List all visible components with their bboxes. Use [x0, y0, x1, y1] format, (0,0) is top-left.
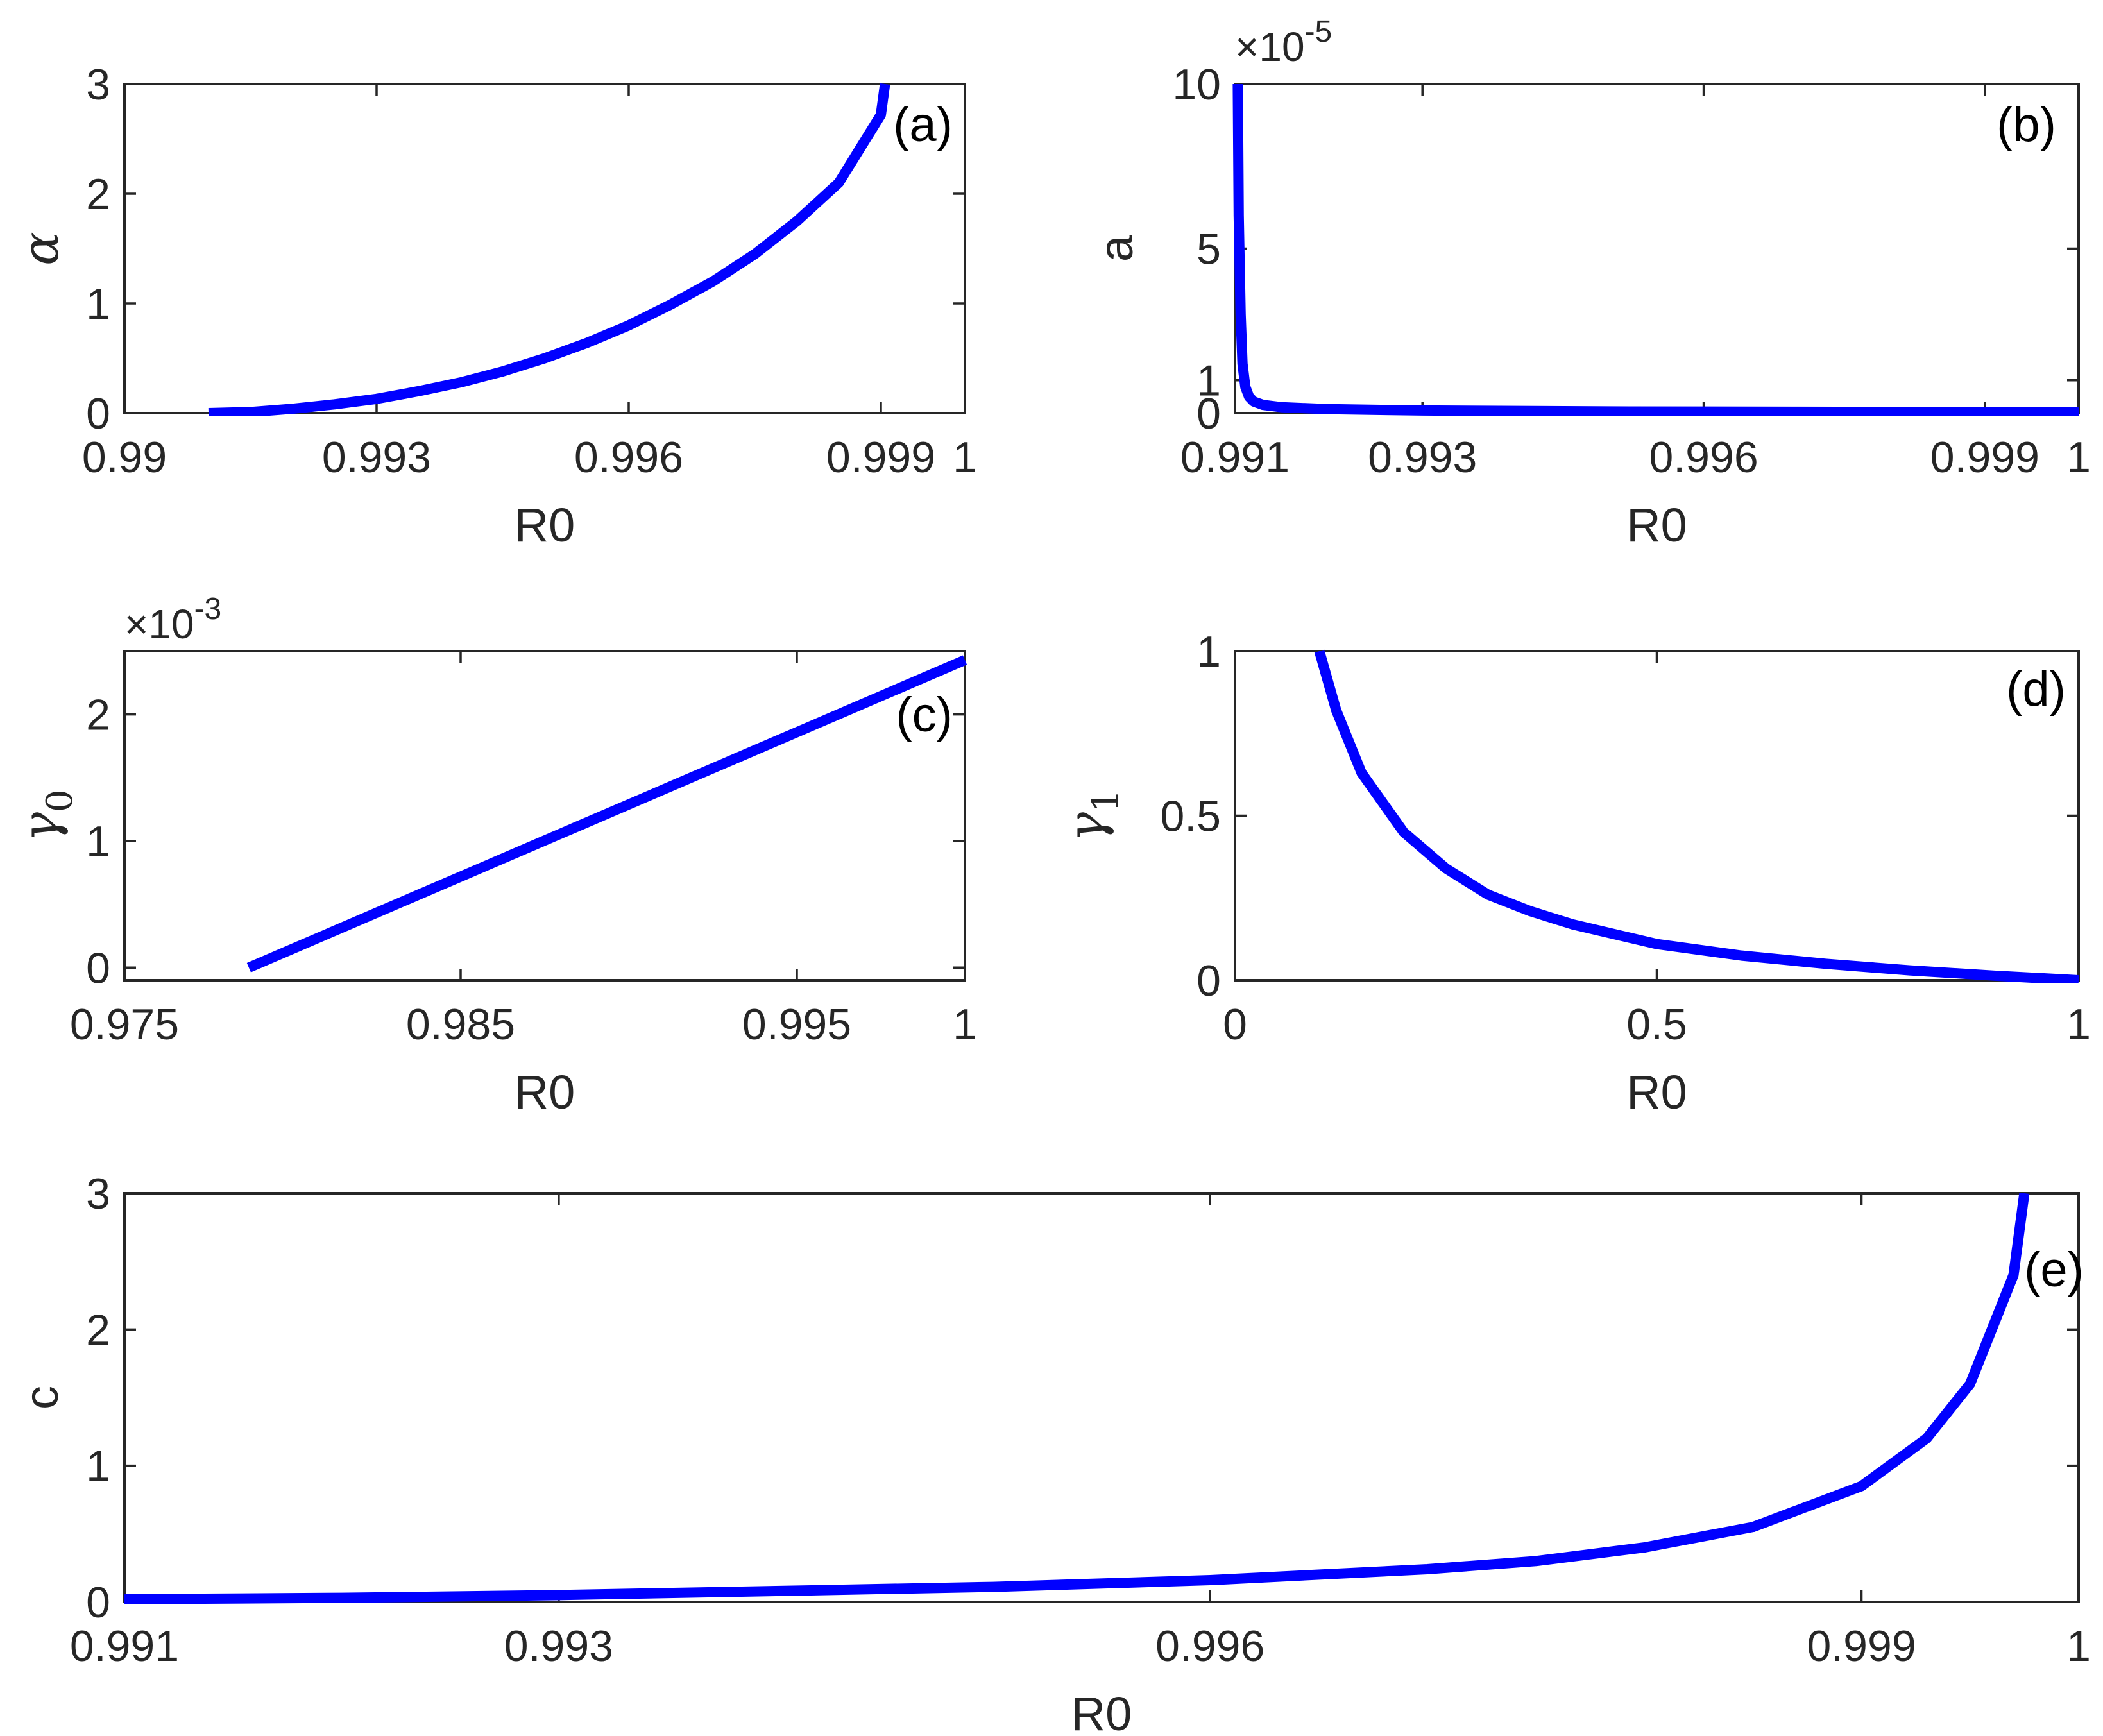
- panel-tag: (a): [893, 98, 953, 152]
- x-axis-label: R0: [515, 498, 575, 552]
- y-tick-label: 0: [86, 1578, 110, 1627]
- y-tick-label: 3: [86, 1170, 110, 1218]
- y-axis-label: a: [1089, 235, 1143, 262]
- x-tick-label: 0.993: [1368, 433, 1477, 482]
- x-tick-label: 1: [953, 433, 977, 482]
- x-tick-label: 0.991: [1180, 433, 1290, 482]
- exponent-base: ×10: [124, 601, 194, 647]
- series-line: [124, 1192, 2030, 1604]
- panel-tag: (c): [896, 688, 953, 742]
- x-tick-label: 0.99: [82, 433, 167, 482]
- x-axis-label: R0: [1626, 498, 1687, 552]
- exponent-power: -5: [1305, 15, 1332, 49]
- x-axis-label: R0: [1071, 1687, 1132, 1736]
- series-line: [1314, 649, 2079, 983]
- x-tick-label: 0.999: [1807, 1622, 1916, 1671]
- exponent-power: -3: [194, 592, 222, 626]
- x-tick-label: 0: [1223, 1000, 1247, 1049]
- y-tick-label: 1: [86, 280, 110, 328]
- x-tick-label: 0.995: [742, 1000, 851, 1049]
- y-axis-label-main: γ: [1058, 812, 1116, 842]
- x-tick-label: 1: [2066, 1622, 2091, 1671]
- panel-a: 0.99 0.993 0.996 0.999 1 0 1 2 3 R0 α (a): [12, 60, 977, 552]
- axes-box: [123, 83, 966, 414]
- x-axis-label: R0: [1626, 1066, 1687, 1119]
- x-tick-label: 1: [2066, 1000, 2091, 1049]
- y-tick-label: 1: [1196, 627, 1221, 676]
- y-tick-label: 1: [86, 1442, 110, 1491]
- y-tick-label: 3: [86, 60, 110, 109]
- x-tick-label: 0.993: [322, 433, 431, 482]
- y-axis-label-main: α: [12, 232, 70, 266]
- y-tick-label: 0: [86, 389, 110, 438]
- y-axis-label-subscript: 0: [39, 789, 81, 812]
- x-tick-label: 1: [2066, 433, 2091, 482]
- x-tick-label: 0.999: [1930, 433, 2039, 482]
- panel-e: 0.991 0.993 0.996 0.999 1 0 1 2 3 R0 c (e): [15, 1170, 2091, 1736]
- x-tick-label: 0.993: [504, 1622, 613, 1671]
- x-tick-label: 0.999: [826, 433, 935, 482]
- y-tick-label: 1: [1196, 357, 1221, 405]
- y-tick-label: 1: [86, 817, 110, 866]
- y-axis-label: γ0: [12, 789, 81, 842]
- y-tick-label: 0.5: [1160, 792, 1221, 841]
- x-tick-label: 0.985: [406, 1000, 515, 1049]
- y-tick-label: 10: [1172, 60, 1221, 109]
- panel-tag: (b): [1997, 98, 2056, 152]
- panel-tag: (e): [2024, 1243, 2084, 1297]
- y-axis-label-main: a: [1089, 235, 1143, 262]
- y-axis-label: c: [15, 1386, 68, 1409]
- x-tick-label: 1: [953, 1000, 977, 1049]
- y-axis-label: α: [12, 232, 70, 266]
- x-tick-label: 0.996: [574, 433, 683, 482]
- axes-box: [1234, 650, 2080, 982]
- panel-tag: (d): [2006, 662, 2066, 717]
- x-tick-label: 0.996: [1649, 433, 1758, 482]
- exponent-base: ×10: [1235, 24, 1305, 70]
- y-tick-label: 2: [86, 170, 110, 219]
- x-tick-label: 0.996: [1155, 1622, 1264, 1671]
- y-axis-label: γ1: [1058, 789, 1127, 842]
- x-axis-label: R0: [515, 1066, 575, 1119]
- y-tick-label: 5: [1196, 225, 1221, 274]
- y-tick-label: 2: [86, 691, 110, 740]
- x-tick-label: 0.5: [1626, 1000, 1687, 1049]
- series-line: [1232, 83, 2079, 416]
- y-tick-label: 0: [1196, 957, 1221, 1005]
- series-line: [208, 83, 890, 416]
- y-tick-label: 0: [1196, 389, 1221, 438]
- axes-box: [123, 650, 966, 982]
- y-axis-label-main: γ: [12, 812, 70, 842]
- x-tick-label: 0.975: [70, 1000, 179, 1049]
- axis-exponent-label: ×10-5: [1235, 15, 1332, 70]
- y-tick-label: 2: [86, 1306, 110, 1354]
- axis-exponent-label: ×10-3: [124, 592, 221, 647]
- y-axis-label-main: c: [15, 1386, 68, 1409]
- y-axis-label-subscript: 1: [1085, 789, 1127, 812]
- y-tick-label: 0: [86, 944, 110, 992]
- axes-box: [1234, 83, 2080, 414]
- series-line: [246, 655, 967, 973]
- x-tick-label: 0.991: [70, 1622, 179, 1671]
- axes-box: [123, 1192, 2080, 1603]
